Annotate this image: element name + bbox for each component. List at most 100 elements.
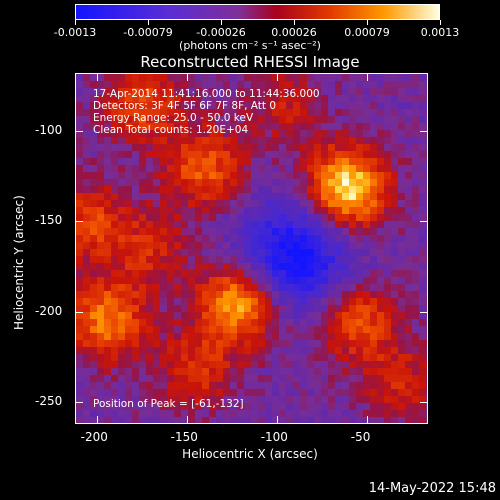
- heatmap-cell: [426, 102, 427, 110]
- heatmap-cell: [384, 228, 392, 236]
- heatmap-cell: [286, 354, 294, 362]
- heatmap-cell: [419, 151, 427, 159]
- heatmap-cell: [265, 207, 273, 215]
- heatmap-cell: [111, 214, 119, 222]
- heatmap-cell: [209, 165, 217, 173]
- detectors-info: Detectors: 3F 4F 5F 6F 7F 8F, Att 0: [93, 100, 277, 112]
- heatmap-cell: [398, 277, 406, 285]
- heatmap-cell: [244, 312, 252, 320]
- heatmap-cell: [412, 312, 420, 320]
- heatmap-cell: [370, 249, 378, 257]
- heatmap-cell: [265, 144, 273, 152]
- heatmap-cell: [188, 277, 196, 285]
- heatmap-cell: [97, 235, 105, 243]
- heatmap-cell: [181, 396, 189, 404]
- heatmap-cell: [272, 88, 280, 96]
- heatmap-cell: [104, 109, 112, 117]
- heatmap-cell: [153, 263, 161, 271]
- heatmap-cell: [398, 284, 406, 292]
- heatmap-cell: [132, 95, 140, 103]
- heatmap-cell: [272, 95, 280, 103]
- heatmap-cell: [335, 340, 343, 348]
- heatmap-cell: [125, 354, 133, 362]
- heatmap-cell: [251, 137, 259, 145]
- heatmap-cell: [272, 116, 280, 124]
- heatmap-cell: [370, 214, 378, 222]
- heatmap-cell: [398, 130, 406, 138]
- heatmap-cell: [230, 186, 238, 194]
- heatmap-cell: [349, 417, 357, 423]
- heatmap-cell: [174, 361, 182, 369]
- heatmap-cell: [405, 137, 413, 145]
- heatmap-cell: [160, 326, 168, 334]
- x-tick-label: -150: [170, 430, 198, 444]
- heatmap-cell: [104, 347, 112, 355]
- heatmap-cell: [188, 305, 196, 313]
- heatmap-cell: [377, 179, 385, 187]
- heatmap-cell: [251, 228, 259, 236]
- heatmap-cell: [146, 277, 154, 285]
- heatmap-cell: [97, 172, 105, 180]
- heatmap-cell: [118, 256, 126, 264]
- heatmap-cell: [377, 291, 385, 299]
- heatmap-cell: [405, 403, 413, 411]
- heatmap-cell: [384, 235, 392, 243]
- heatmap-cell: [349, 312, 357, 320]
- heatmap-cell: [153, 333, 161, 341]
- heatmap-cell: [377, 116, 385, 124]
- heatmap-cell: [139, 249, 147, 257]
- heatmap-cell: [244, 165, 252, 173]
- heatmap-cell: [244, 417, 252, 423]
- heatmap-cell: [76, 200, 84, 208]
- heatmap-cell: [160, 193, 168, 201]
- heatmap-cell: [111, 333, 119, 341]
- heatmap-cell: [335, 291, 343, 299]
- heatmap-cell: [286, 389, 294, 397]
- heatmap-cell: [391, 235, 399, 243]
- heatmap-cell: [384, 179, 392, 187]
- heatmap-cell: [118, 158, 126, 166]
- heatmap-cell: [335, 375, 343, 383]
- heatmap-cell: [90, 375, 98, 383]
- heatmap-cell: [377, 389, 385, 397]
- heatmap-cell: [160, 361, 168, 369]
- heatmap-cell: [314, 277, 322, 285]
- heatmap-cell: [398, 410, 406, 418]
- heatmap-cell: [265, 305, 273, 313]
- heatmap-cell: [419, 326, 427, 334]
- heatmap-cell: [384, 382, 392, 390]
- heatmap-cell: [216, 116, 224, 124]
- heatmap-cell: [279, 361, 287, 369]
- heatmap-cell: [349, 144, 357, 152]
- heatmap-cell: [76, 403, 84, 411]
- heatmap-cell: [321, 389, 329, 397]
- heatmap-cell: [230, 389, 238, 397]
- heatmap-cell: [370, 326, 378, 334]
- heatmap-cell: [223, 137, 231, 145]
- heatmap-cell: [111, 375, 119, 383]
- heatmap-cell: [349, 277, 357, 285]
- heatmap-cell: [174, 382, 182, 390]
- heatmap-cell: [237, 291, 245, 299]
- heatmap-cell: [76, 235, 84, 243]
- heatmap-cell: [251, 333, 259, 341]
- heatmap-cell: [111, 256, 119, 264]
- heatmap-cell: [314, 207, 322, 215]
- heatmap-cell: [118, 228, 126, 236]
- heatmap-cell: [293, 382, 301, 390]
- heatmap-cell: [342, 137, 350, 145]
- heatmap-cell: [139, 305, 147, 313]
- heatmap-cell: [97, 263, 105, 271]
- heatmap-cell: [265, 242, 273, 250]
- heatmap-cell: [139, 298, 147, 306]
- heatmap-cell: [426, 410, 427, 418]
- heatmap-cell: [384, 158, 392, 166]
- heatmap-cell: [90, 130, 98, 138]
- heatmap-cell: [328, 102, 336, 110]
- heatmap-cell: [125, 137, 133, 145]
- heatmap-cell: [104, 137, 112, 145]
- heatmap-cell: [251, 193, 259, 201]
- heatmap-cell: [167, 326, 175, 334]
- heatmap-cell: [118, 340, 126, 348]
- heatmap-cell: [223, 396, 231, 404]
